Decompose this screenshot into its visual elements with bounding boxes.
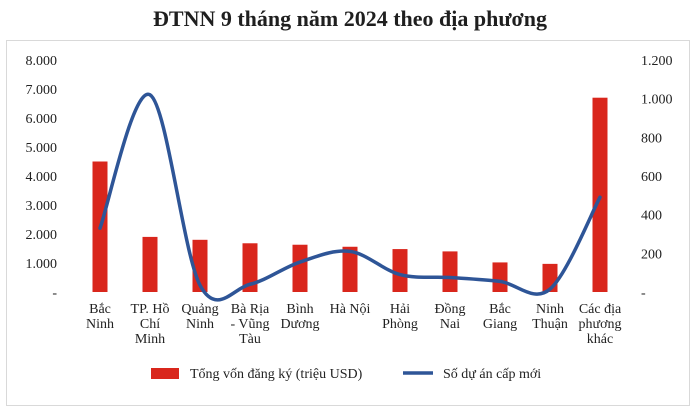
category-label: Bắc Giang — [483, 302, 517, 332]
chart-frame — [6, 40, 690, 406]
bar-3 — [242, 243, 258, 292]
bar-6 — [392, 249, 408, 292]
right-axis-tick-label: - — [641, 286, 646, 301]
bar-4 — [292, 244, 308, 292]
category-label-line: phương — [579, 317, 622, 332]
bar-10 — [592, 97, 608, 292]
category-label: Các địa phương khác — [579, 302, 622, 347]
category-label: Hải Phòng — [382, 302, 418, 332]
chart-title: ĐTNN 9 tháng năm 2024 theo địa phương — [153, 6, 547, 31]
legend-label-line: Số dự án cấp mới — [443, 367, 541, 382]
bar-5 — [342, 246, 358, 292]
bar-8 — [492, 262, 508, 292]
category-label-line: TP. Hồ — [131, 302, 170, 317]
left-axis-tick-label: - — [52, 286, 57, 301]
right-axis-tick-label: 200 — [641, 247, 662, 262]
category-label-line: Đồng — [434, 302, 465, 317]
category-label-line: Các địa — [579, 302, 622, 317]
right-axis-tick-label: 600 — [641, 170, 662, 185]
category-label: Bình Dương — [280, 302, 319, 332]
category-label: Hà Nội — [330, 302, 371, 317]
right-axis-tick-label: 1.200 — [641, 54, 673, 69]
left-axis-tick-label: 6.000 — [26, 112, 58, 127]
category-label-line: Hà Nội — [330, 302, 371, 317]
category-label-line: khác — [587, 332, 613, 347]
bar-1 — [142, 236, 158, 292]
category-label-line: Thuận — [532, 317, 568, 332]
series-line-projects — [98, 93, 602, 302]
legend-label-bar: Tổng vốn đăng ký (triệu USD) — [190, 367, 363, 382]
left-axis-tick-label: 7.000 — [26, 83, 58, 98]
category-label-line: Hải — [390, 302, 410, 317]
category-label-line: Bà Rịa — [231, 302, 270, 317]
category-label-line: Bắc — [489, 302, 511, 317]
category-label-line: Giang — [483, 317, 517, 332]
category-label-line: Quảng — [181, 302, 218, 317]
left-axis-tick-label: 8.000 — [26, 54, 58, 69]
category-label-line: Dương — [280, 317, 319, 332]
category-label-line: Ninh — [86, 317, 114, 332]
right-axis-tick-label: 400 — [641, 209, 662, 224]
category-label: Đồng Nai — [434, 302, 465, 332]
left-axis-tick-label: 1.000 — [26, 257, 58, 272]
left-axis-tick-label: 3.000 — [26, 199, 58, 214]
category-label-line: Bình — [286, 302, 313, 317]
category-label: Bắc Ninh — [86, 302, 114, 332]
category-label: TP. Hồ Chí Minh — [131, 302, 170, 347]
category-label-line: Bắc — [89, 302, 111, 317]
category-label-line: - Vũng — [230, 317, 269, 332]
category-label-line: Chí — [140, 317, 160, 332]
right-axis-tick-label: 800 — [641, 131, 662, 146]
bar-7 — [442, 251, 458, 292]
category-label-line: Minh — [135, 332, 165, 347]
left-axis-tick-label: 5.000 — [26, 141, 58, 156]
left-axis-tick-label: 4.000 — [26, 170, 58, 185]
category-label-line: Ninh — [536, 302, 564, 317]
category-label: Bà Rịa - Vũng Tàu — [230, 302, 270, 347]
category-label-line: Tàu — [239, 332, 261, 347]
legend-swatch-bar — [151, 368, 179, 379]
category-label-line: Ninh — [186, 317, 214, 332]
right-axis-tick-label: 1.000 — [641, 93, 673, 108]
left-axis-tick-label: 2.000 — [26, 228, 58, 243]
category-label-line: Nai — [440, 317, 460, 332]
category-label: Quảng Ninh — [181, 302, 218, 332]
category-label-line: Phòng — [382, 317, 418, 332]
category-label: Ninh Thuận — [532, 302, 568, 332]
